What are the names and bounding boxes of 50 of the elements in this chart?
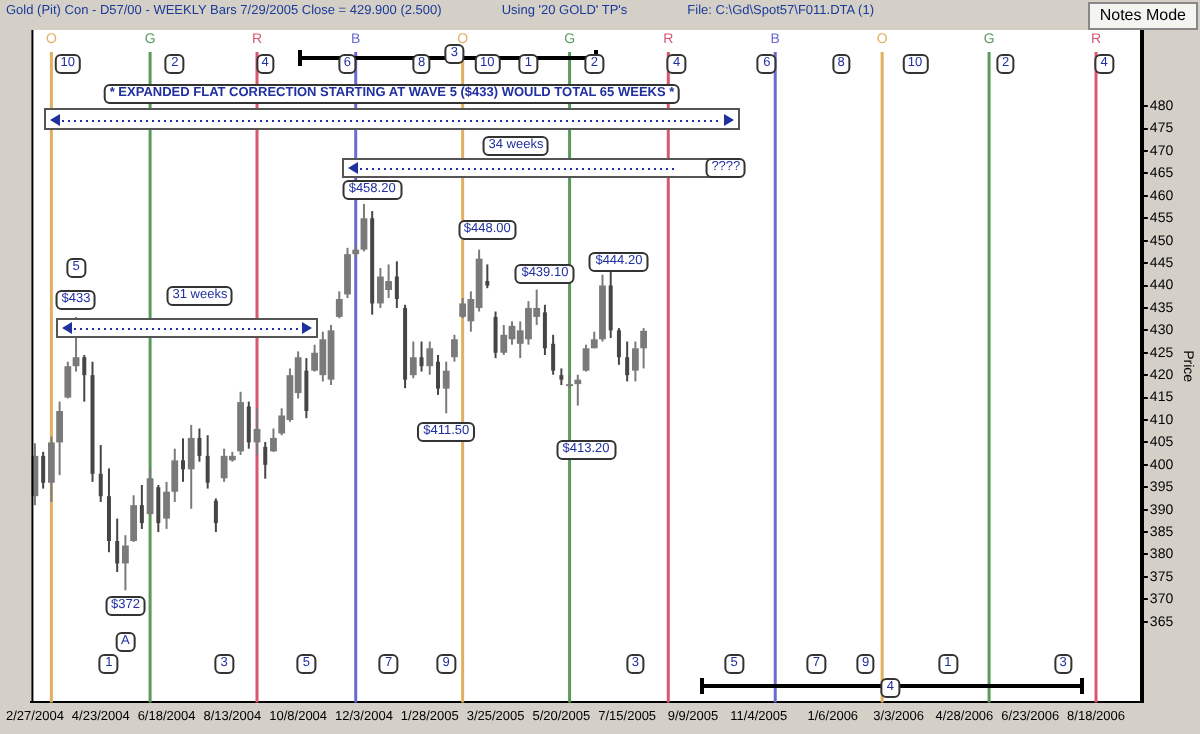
candlestick — [419, 340, 424, 373]
candlestick — [542, 303, 547, 356]
candlestick — [115, 517, 120, 573]
candlestick — [344, 246, 351, 300]
candlestick — [442, 360, 450, 415]
candlestick — [122, 534, 129, 592]
candlestick — [246, 400, 251, 450]
candlestick — [493, 310, 498, 360]
candlestick — [582, 343, 590, 373]
candlestick — [156, 483, 161, 534]
candlestick — [394, 260, 399, 309]
candlestick — [485, 263, 490, 290]
candlestick — [500, 323, 508, 356]
candlestick — [197, 427, 202, 463]
candlestick — [82, 353, 87, 403]
candlestick — [616, 327, 621, 366]
candlestick — [47, 435, 55, 504]
candlestick — [574, 373, 582, 407]
text: Notes Mode — [1087, 2, 1198, 30]
candlestick — [525, 300, 532, 346]
candlestick — [451, 333, 458, 363]
candlestick — [459, 297, 467, 320]
candlestick — [180, 437, 185, 483]
candlestick — [263, 440, 268, 480]
candlestick — [625, 340, 630, 383]
candlestick — [220, 447, 228, 483]
candlestick — [64, 360, 72, 400]
candlestick — [41, 450, 46, 490]
candlestick — [551, 333, 556, 376]
candlestick — [304, 357, 309, 420]
candlestick — [640, 327, 648, 370]
candlestick — [319, 330, 327, 383]
candlestick — [360, 202, 368, 253]
candlestick — [98, 444, 103, 504]
candlestick — [335, 290, 343, 320]
candlestick — [213, 497, 218, 534]
candlestick — [139, 483, 144, 530]
candlestick — [631, 340, 639, 383]
candlestick — [270, 427, 277, 453]
candlestick — [385, 263, 393, 300]
candlestick — [426, 340, 434, 376]
candlestick — [435, 353, 440, 396]
candlestick — [106, 467, 111, 554]
candlestick — [56, 400, 64, 477]
candlestick — [187, 423, 195, 510]
candlestick — [377, 267, 384, 309]
candlestick — [205, 434, 210, 490]
candlestick — [130, 494, 138, 543]
candlestick — [409, 340, 417, 380]
candlestick — [311, 343, 318, 373]
